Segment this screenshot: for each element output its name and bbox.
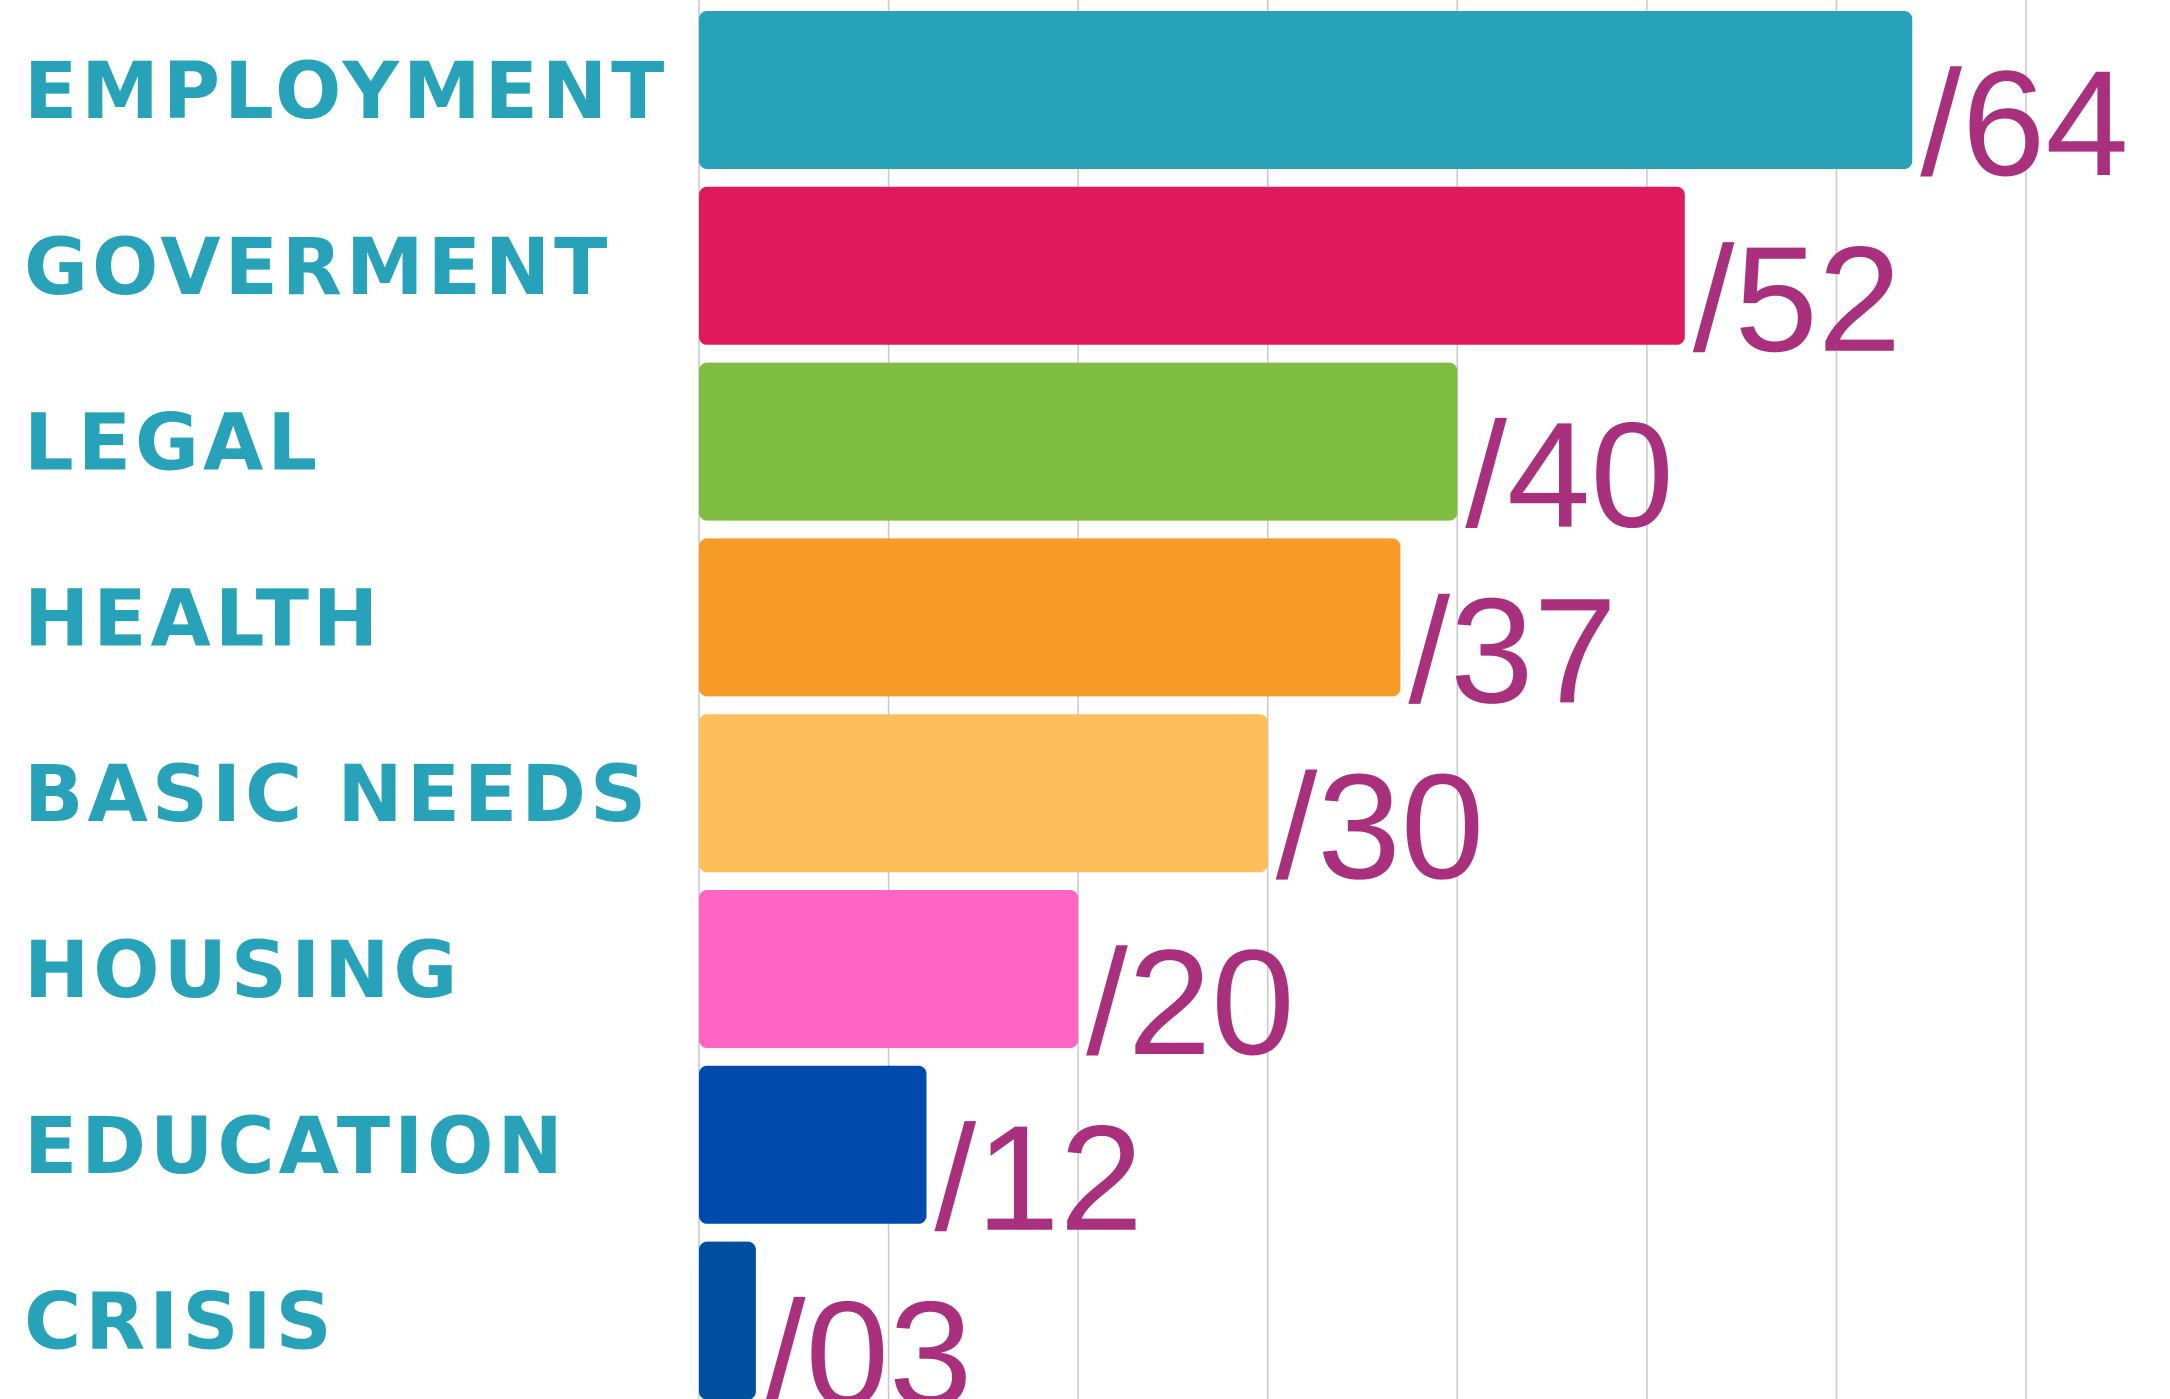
- bar: [699, 362, 1458, 521]
- bar: [699, 186, 1685, 345]
- category-label: CRISIS: [24, 1278, 336, 1368]
- value-label: /12: [934, 1094, 1143, 1262]
- category-label: HEALTH: [24, 574, 382, 664]
- bar: [699, 11, 1913, 169]
- bar: [699, 714, 1268, 873]
- value-label: /20: [1086, 918, 1295, 1086]
- value-label: /37: [1408, 566, 1617, 734]
- bar: [699, 1065, 927, 1224]
- category-label: HOUSING: [24, 926, 461, 1016]
- category-label: GOVERMENT: [24, 223, 611, 313]
- bar: [699, 538, 1401, 697]
- value-label: /03: [764, 1270, 973, 1399]
- category-label: EMPLOYMENT: [24, 47, 668, 137]
- value-label: /52: [1693, 215, 1902, 383]
- category-label: EDUCATION: [24, 1102, 567, 1192]
- value-label: /30: [1276, 742, 1485, 910]
- bar: [699, 1241, 756, 1399]
- bar: [699, 890, 1079, 1048]
- category-label: LEGAL: [24, 399, 321, 489]
- value-label: /40: [1465, 391, 1674, 559]
- value-label: /64: [1920, 39, 2129, 207]
- category-label: BASIC NEEDS: [24, 750, 650, 840]
